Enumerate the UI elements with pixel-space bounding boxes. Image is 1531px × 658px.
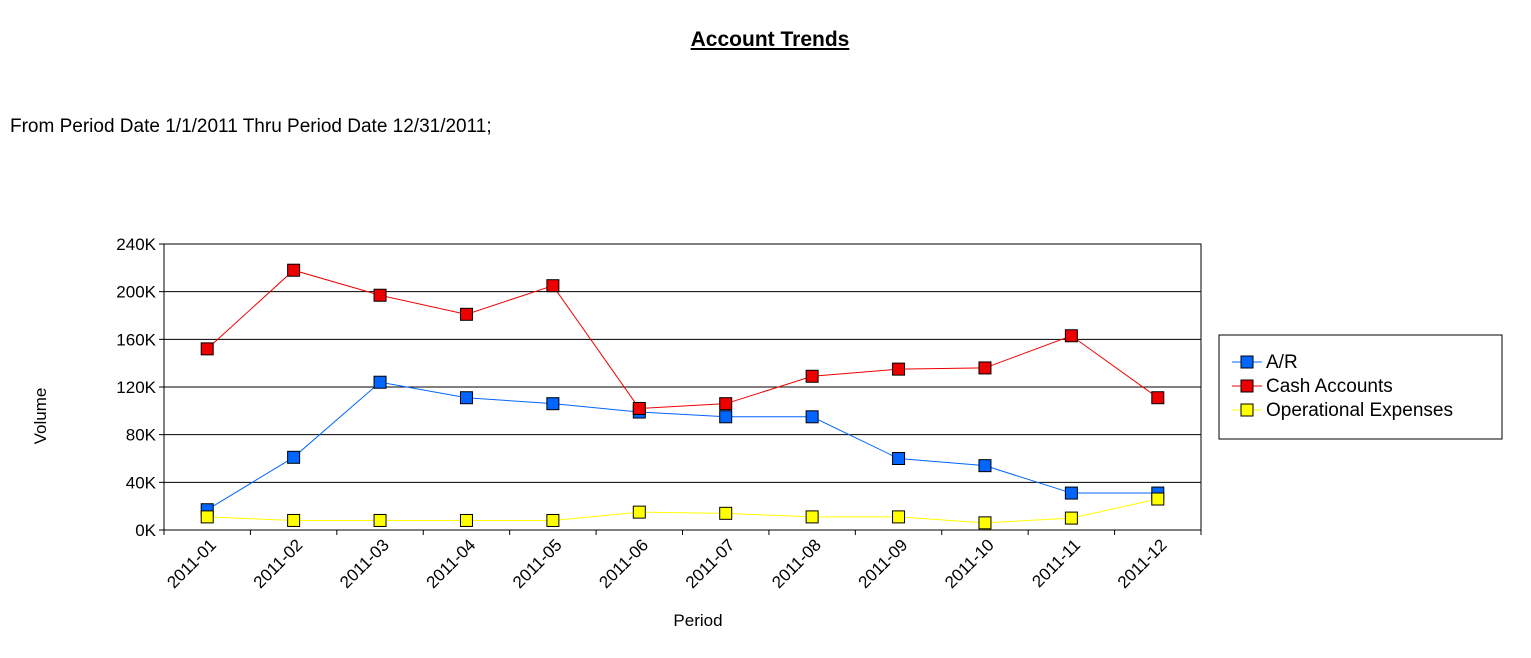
data-point-operational-expenses	[719, 506, 733, 520]
data-point-a-r	[546, 397, 560, 411]
data-point-a-r	[978, 459, 992, 473]
data-point-a-r	[373, 375, 387, 389]
legend-swatch-operational-expenses	[1240, 403, 1254, 417]
x-tick-label: 2011-01	[163, 535, 220, 592]
series-lines	[206, 269, 1159, 524]
series-line-cash-accounts	[206, 269, 1159, 409]
data-point-a-r	[1064, 486, 1078, 500]
x-tick-label: 2011-10	[941, 535, 998, 592]
data-point-operational-expenses	[1064, 511, 1078, 525]
series-line-operational-expenses	[207, 498, 1158, 524]
data-point-cash-accounts	[1151, 391, 1165, 405]
data-point-operational-expenses	[1151, 492, 1165, 506]
data-point-a-r	[805, 410, 819, 424]
legend-label-operational-expenses: Operational Expenses	[1266, 400, 1453, 421]
series-markers	[200, 263, 1165, 530]
data-point-cash-accounts	[287, 263, 301, 277]
data-point-cash-accounts	[459, 307, 473, 321]
x-tick-label: 2011-05	[509, 535, 566, 592]
report-date-range: From Period Date 1/1/2011 Thru Period Da…	[10, 116, 492, 137]
x-tick-label: 2011-06	[595, 535, 652, 592]
legend-label-a-r: A/R	[1266, 352, 1298, 373]
y-tick-label: 0K	[135, 521, 156, 540]
y-tick-label: 240K	[116, 235, 156, 254]
x-axis-title: Period	[673, 611, 722, 630]
data-point-a-r	[459, 391, 473, 405]
x-axis-ticks: 2011-01 2011-02 2011-03 2011-04 2011-05 2011-…	[163, 530, 1202, 592]
x-tick-label: 2011-04	[423, 535, 480, 592]
data-point-a-r	[287, 450, 301, 464]
data-point-operational-expenses	[546, 513, 560, 527]
data-point-cash-accounts	[805, 369, 819, 383]
series-line-a-r	[206, 381, 1158, 511]
report-title: Account Trends	[690, 28, 850, 51]
y-tick-label: 160K	[116, 330, 156, 349]
x-tick-label: 2011-11	[1028, 535, 1084, 591]
data-point-cash-accounts	[546, 279, 560, 293]
data-point-operational-expenses	[287, 513, 301, 527]
data-point-cash-accounts	[978, 361, 992, 375]
y-tick-label: 120K	[116, 378, 156, 397]
data-point-operational-expenses	[373, 513, 387, 527]
y-tick-label: 40K	[126, 473, 157, 492]
y-axis-ticks: 0K 40K 80K 120K 160K 200K 240K	[116, 235, 164, 540]
x-tick-label: 2011-12	[1114, 535, 1171, 592]
data-point-cash-accounts	[373, 288, 387, 302]
legend-box	[1218, 334, 1503, 440]
data-point-a-r	[892, 452, 906, 465]
legend-swatch-a-r	[1240, 355, 1254, 369]
data-point-operational-expenses	[978, 516, 992, 530]
y-tick-label: 80K	[126, 426, 157, 445]
data-point-operational-expenses	[200, 510, 214, 524]
data-point-operational-expenses	[892, 510, 906, 524]
data-point-a-r	[719, 410, 733, 424]
legend-label-cash-accounts: Cash Accounts	[1266, 376, 1393, 397]
x-tick-label: 2011-02	[250, 535, 307, 592]
legend: A/R Cash Accounts Operational Expenses	[1218, 334, 1503, 440]
legend-swatch-cash-accounts	[1240, 379, 1254, 393]
y-tick-label: 200K	[116, 283, 156, 302]
data-point-cash-accounts	[632, 401, 646, 415]
x-tick-label: 2011-03	[336, 535, 393, 592]
data-point-operational-expenses	[632, 505, 646, 519]
data-point-cash-accounts	[719, 397, 733, 411]
data-point-cash-accounts	[1064, 329, 1078, 343]
data-point-operational-expenses	[805, 510, 819, 524]
data-point-cash-accounts	[200, 342, 214, 356]
x-tick-label: 2011-07	[682, 535, 739, 592]
x-tick-label: 2011-09	[855, 535, 912, 592]
x-tick-label: 2011-08	[768, 535, 825, 592]
data-point-cash-accounts	[892, 362, 906, 376]
y-axis-title: Volume	[31, 388, 50, 445]
data-point-operational-expenses	[459, 513, 473, 527]
